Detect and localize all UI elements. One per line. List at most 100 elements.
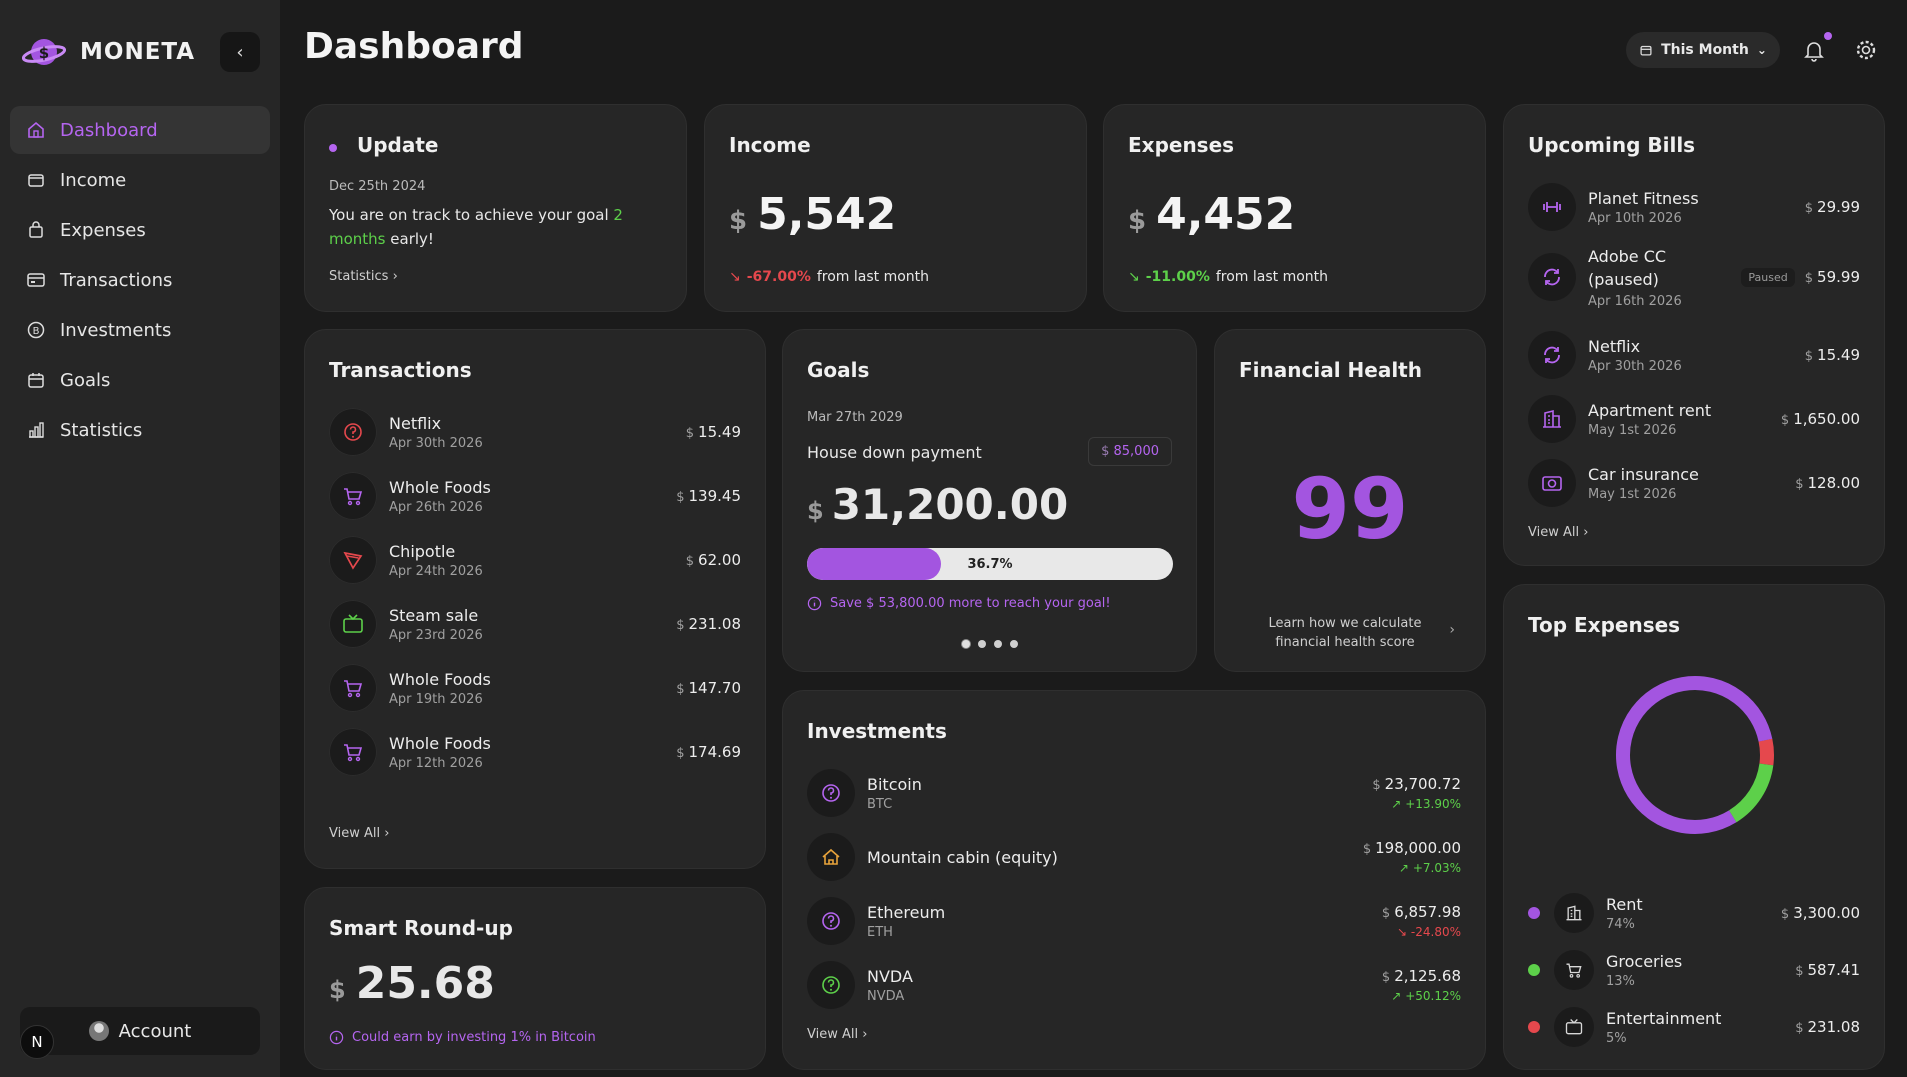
sidebar-item-label: Transactions — [60, 269, 173, 291]
investment-ticker: NVDA — [867, 988, 905, 1004]
investments-card: Investments Bitcoin BTC $23,700.72 ↗ +13… — [782, 690, 1486, 1070]
bill-row[interactable]: Adobe CC (paused) Apr 16th 2026 Paused $5… — [1528, 237, 1860, 317]
goal-amount-value: 31,200.00 — [831, 480, 1069, 529]
bill-row[interactable]: Car insurance May 1st 2026 $128.00 — [1528, 455, 1860, 511]
investment-change: ↗ +7.03% — [1363, 861, 1461, 875]
sidebar-item-expenses[interactable]: Expenses — [10, 206, 270, 254]
card-icon — [27, 273, 45, 287]
investment-ticker: ETH — [867, 924, 893, 940]
gear-icon[interactable] — [1854, 38, 1878, 62]
carousel-dot[interactable] — [993, 640, 1002, 648]
donut-slice-entertainment[interactable] — [1610, 670, 1781, 841]
statistics-link[interactable]: Statistics › — [329, 269, 398, 284]
expenses-amount: $4,452 — [1128, 189, 1295, 240]
currency-symbol: $ — [676, 682, 685, 697]
expense-percent: 5% — [1606, 1030, 1627, 1046]
currency-symbol: $ — [1804, 271, 1814, 286]
update-message-text-end: early! — [385, 230, 434, 248]
expense-amount-value: 231.08 — [1807, 1018, 1861, 1036]
trend-up-icon: ↗ — [1391, 989, 1402, 1003]
view-all-label: View All — [1528, 525, 1580, 540]
transaction-row[interactable]: Whole Foods Apr 12th 2026 $174.69 — [329, 724, 741, 780]
donut-slice-groceries[interactable] — [1614, 674, 1776, 836]
investment-change: ↗ +50.12% — [1382, 989, 1461, 1003]
currency-symbol: $ — [1795, 1021, 1804, 1036]
transaction-icon — [329, 536, 377, 584]
health-score: 99 — [1291, 460, 1409, 558]
health-learn-link[interactable]: Learn how we calculate financial health … — [1268, 616, 1422, 650]
transaction-row[interactable]: Steam sale Apr 23rd 2026 $231.08 — [329, 596, 741, 652]
currency-symbol: $ — [1381, 970, 1391, 985]
sidebar-item-label: Income — [60, 169, 127, 191]
currency-symbol: $ — [676, 490, 685, 505]
transaction-date: Apr 19th 2026 — [389, 691, 483, 707]
trend-down-icon: ↘ — [729, 269, 741, 285]
transaction-icon — [329, 472, 377, 520]
dumbbell-icon — [1543, 202, 1561, 212]
sidebar-item-statistics[interactable]: Statistics — [10, 406, 270, 454]
sidebar-item-dashboard[interactable]: Dashboard — [10, 106, 270, 154]
investments-view-all-link[interactable]: View All › — [807, 1027, 867, 1042]
sidebar-item-transactions[interactable]: Transactions — [10, 256, 270, 304]
trend-down-icon: ↘ — [1397, 925, 1408, 939]
avatar — [88, 1021, 109, 1041]
logo[interactable]: $ MONETA — [22, 30, 195, 74]
transaction-icon — [329, 408, 377, 456]
sidebar-item-income[interactable]: Income — [10, 156, 270, 204]
period-select[interactable]: This Month ⌄ — [1626, 32, 1780, 68]
investment-row[interactable]: Ethereum ETH $6,857.98 ↘ -24.80% — [807, 893, 1461, 949]
carousel-dot[interactable] — [961, 640, 970, 648]
transaction-amount: $147.70 — [676, 679, 741, 697]
carousel-dot[interactable] — [1009, 640, 1018, 648]
investment-row[interactable]: NVDA NVDA $2,125.68 ↗ +50.12% — [807, 957, 1461, 1013]
account-button[interactable]: Account — [20, 1007, 260, 1055]
currency-symbol: $ — [1372, 778, 1381, 793]
bill-row[interactable]: Planet Fitness Apr 10th 2026 $29.99 — [1528, 179, 1860, 235]
transaction-row[interactable]: Chipotle Apr 24th 2026 $62.00 — [329, 532, 741, 588]
transactions-title: Transactions — [329, 358, 472, 382]
currency-symbol: $ — [1780, 413, 1790, 428]
transaction-date: Apr 24th 2026 — [389, 563, 483, 579]
donut-slice-rent[interactable] — [1605, 665, 1785, 845]
goal-target-value: 85,000 — [1113, 444, 1160, 459]
bell-icon[interactable] — [1802, 38, 1826, 62]
transaction-row[interactable]: Netflix Apr 30th 2026 $15.49 — [329, 404, 741, 460]
transaction-row[interactable]: Whole Foods Apr 26th 2026 $139.45 — [329, 468, 741, 524]
planet-logo-icon: $ — [22, 39, 66, 65]
roundup-hint-text: Could earn by investing 1% in Bitcoin — [352, 1030, 596, 1045]
transaction-amount: $174.69 — [676, 743, 741, 761]
transaction-row[interactable]: Whole Foods Apr 19th 2026 $147.70 — [329, 660, 741, 716]
roundup-hint: Could earn by investing 1% in Bitcoin — [329, 1030, 596, 1045]
collapse-sidebar-button[interactable]: ‹ — [220, 32, 260, 72]
transaction-amount-value: 15.49 — [698, 423, 741, 441]
transaction-icon — [329, 664, 377, 712]
investment-name: Mountain cabin (equity) — [867, 847, 1058, 867]
top-expense-row[interactable]: Rent 74% $3,300.00 — [1528, 885, 1860, 941]
paused-badge: Paused — [1741, 267, 1795, 287]
transaction-amount-value: 139.45 — [688, 487, 742, 505]
bill-row[interactable]: Netflix Apr 30th 2026 $15.49 — [1528, 327, 1860, 383]
bill-icon — [1528, 459, 1576, 507]
transaction-name: Whole Foods — [389, 477, 491, 497]
update-message: You are on track to achieve your goal 2 … — [329, 203, 659, 251]
sidebar-item-label: Investments — [60, 319, 172, 341]
sidebar-item-investments[interactable]: B Investments — [10, 306, 270, 354]
transactions-view-all-link[interactable]: View All › — [329, 826, 389, 841]
bill-row[interactable]: Apartment rent May 1st 2026 $1,650.00 — [1528, 391, 1860, 447]
top-expense-row[interactable]: Entertainment 5% $231.08 — [1528, 999, 1860, 1055]
investment-amount: $198,000.00 — [1363, 839, 1461, 857]
top-expense-row[interactable]: Groceries 13% $587.41 — [1528, 942, 1860, 998]
transaction-date: Apr 26th 2026 — [389, 499, 483, 515]
investment-row[interactable]: Mountain cabin (equity) $198,000.00 ↗ +7… — [807, 829, 1461, 885]
sidebar-item-goals[interactable]: Goals — [10, 356, 270, 404]
n-badge[interactable]: N — [20, 1025, 54, 1059]
update-date: Dec 25th 2024 — [329, 179, 426, 194]
investment-amount: $23,700.72 — [1372, 775, 1461, 793]
investment-name: Ethereum — [867, 902, 946, 922]
chevron-right-icon: › — [862, 1027, 868, 1042]
chevron-right-icon[interactable]: › — [1449, 622, 1455, 638]
investment-row[interactable]: Bitcoin BTC $23,700.72 ↗ +13.90% — [807, 765, 1461, 821]
bills-view-all-link[interactable]: View All › — [1528, 525, 1588, 540]
carousel-dot[interactable] — [977, 640, 986, 648]
svg-text:B: B — [33, 326, 40, 337]
